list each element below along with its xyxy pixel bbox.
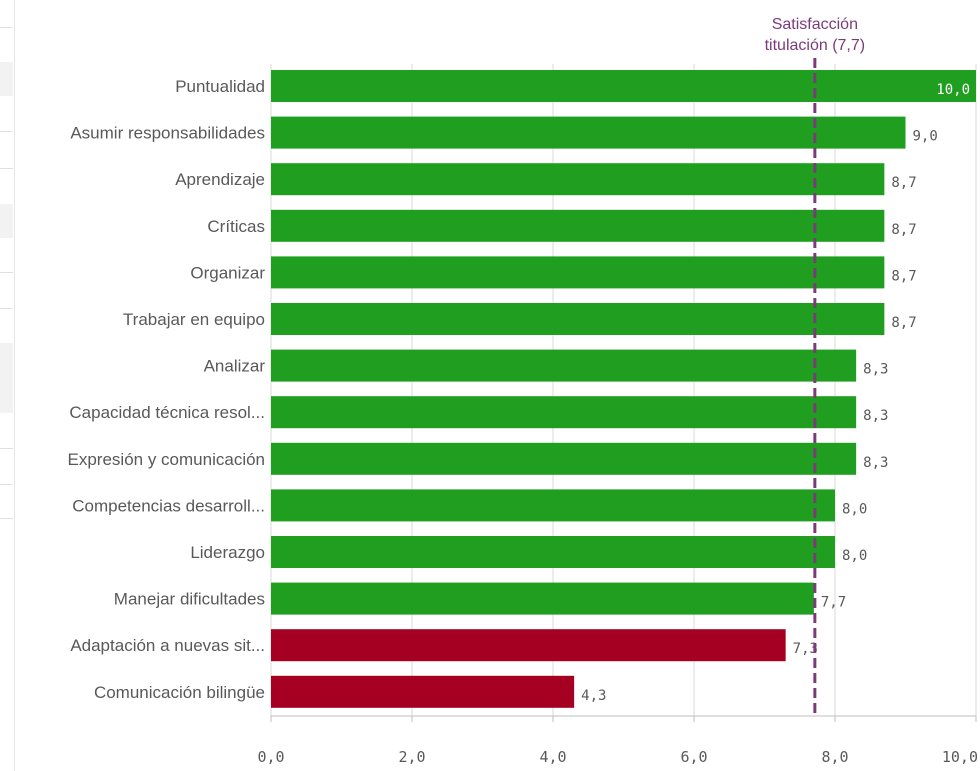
data-label: 8,0 [842,501,867,517]
category-label: Analizar [204,357,266,376]
category-label: Aprendizaje [175,170,265,189]
bar [271,256,885,289]
bar [271,442,857,475]
data-label: 8,7 [891,175,916,191]
bar [271,536,835,568]
data-label: 8,0 [842,548,867,564]
data-label: 8,7 [891,222,916,238]
bar [271,116,906,149]
category-label: Manejar dificultades [114,590,265,609]
x-tick-label: 6,0 [680,748,707,766]
reference-line-label: titulación (7,7) [765,37,866,54]
bar [271,629,786,662]
x-tick-label: 10,0 [942,748,978,766]
x-tick-label: 4,0 [539,748,566,766]
category-label: Organizar [190,263,265,282]
data-label: 8,7 [891,315,916,331]
x-tick-label: 2,0 [398,748,425,766]
category-label: Críticas [207,217,265,236]
bar [271,582,814,615]
category-label: Puntualidad [175,77,265,96]
reference-line-label: Satisfacción [772,16,858,33]
data-label: 8,7 [891,268,916,284]
x-tick-label: 0,0 [257,748,284,766]
category-label: Comunicación bilingüe [94,683,265,702]
bar [271,209,885,242]
category-label: Asumir responsabilidades [70,124,265,143]
left-panel-edge [0,0,15,771]
bar [271,675,575,708]
bar [271,396,857,429]
bar [271,163,885,196]
data-label: 8,3 [863,362,888,378]
data-label: 8,3 [863,408,888,424]
x-tick-label: 8,0 [821,748,848,766]
category-label: Liderazgo [190,543,265,562]
bar [271,489,835,522]
category-label: Expresión y comunicación [68,450,265,469]
category-label: Trabajar en equipo [123,310,265,329]
bar [271,349,857,382]
data-label: 8,3 [863,455,888,471]
bar [271,70,976,102]
category-label: Adaptación a nuevas sit... [70,636,265,655]
data-label: 7,3 [793,641,818,657]
bar [271,303,885,335]
data-label: 10,0 [936,82,970,98]
data-label: 9,0 [913,129,938,145]
category-label: Competencias desarroll... [72,496,265,515]
data-label: 7,7 [821,595,846,611]
data-label: 4,3 [581,688,606,704]
category-label: Capacidad técnica resol... [69,403,265,422]
